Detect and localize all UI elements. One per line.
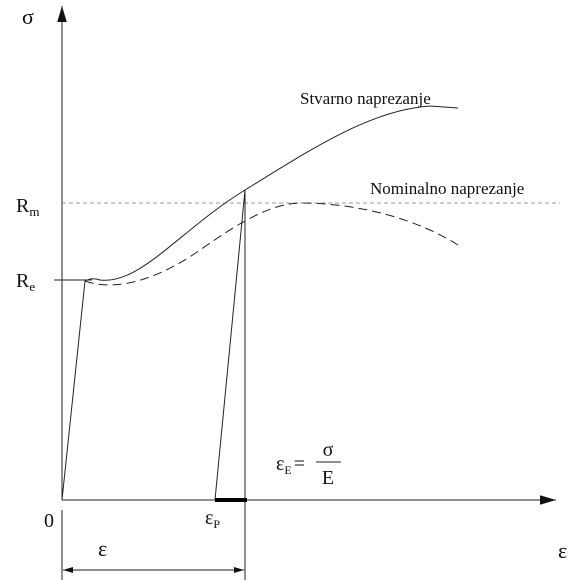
origin-label: 0: [44, 510, 54, 532]
rm-label: Rm: [16, 195, 39, 219]
plastic-strain-label: εP: [205, 507, 220, 531]
re-label: Re: [16, 270, 35, 294]
fraction-denominator: E: [322, 467, 334, 489]
true-stress-label: Stvarno naprezanje: [300, 89, 431, 108]
nominal-stress-label: Nominalno naprezanje: [370, 179, 524, 198]
true-stress-curve: [84, 105, 459, 282]
fraction-numerator: σ: [323, 439, 334, 461]
nominal-stress-curve: [84, 202, 459, 286]
total-strain-label: ε: [98, 536, 107, 561]
y-axis-label: σ: [22, 4, 34, 29]
elastic-line: [61, 280, 86, 501]
elastic-strain-label: εE =: [276, 453, 305, 477]
unloading-line: [214, 189, 246, 501]
x-axis-label: ε: [558, 538, 567, 563]
